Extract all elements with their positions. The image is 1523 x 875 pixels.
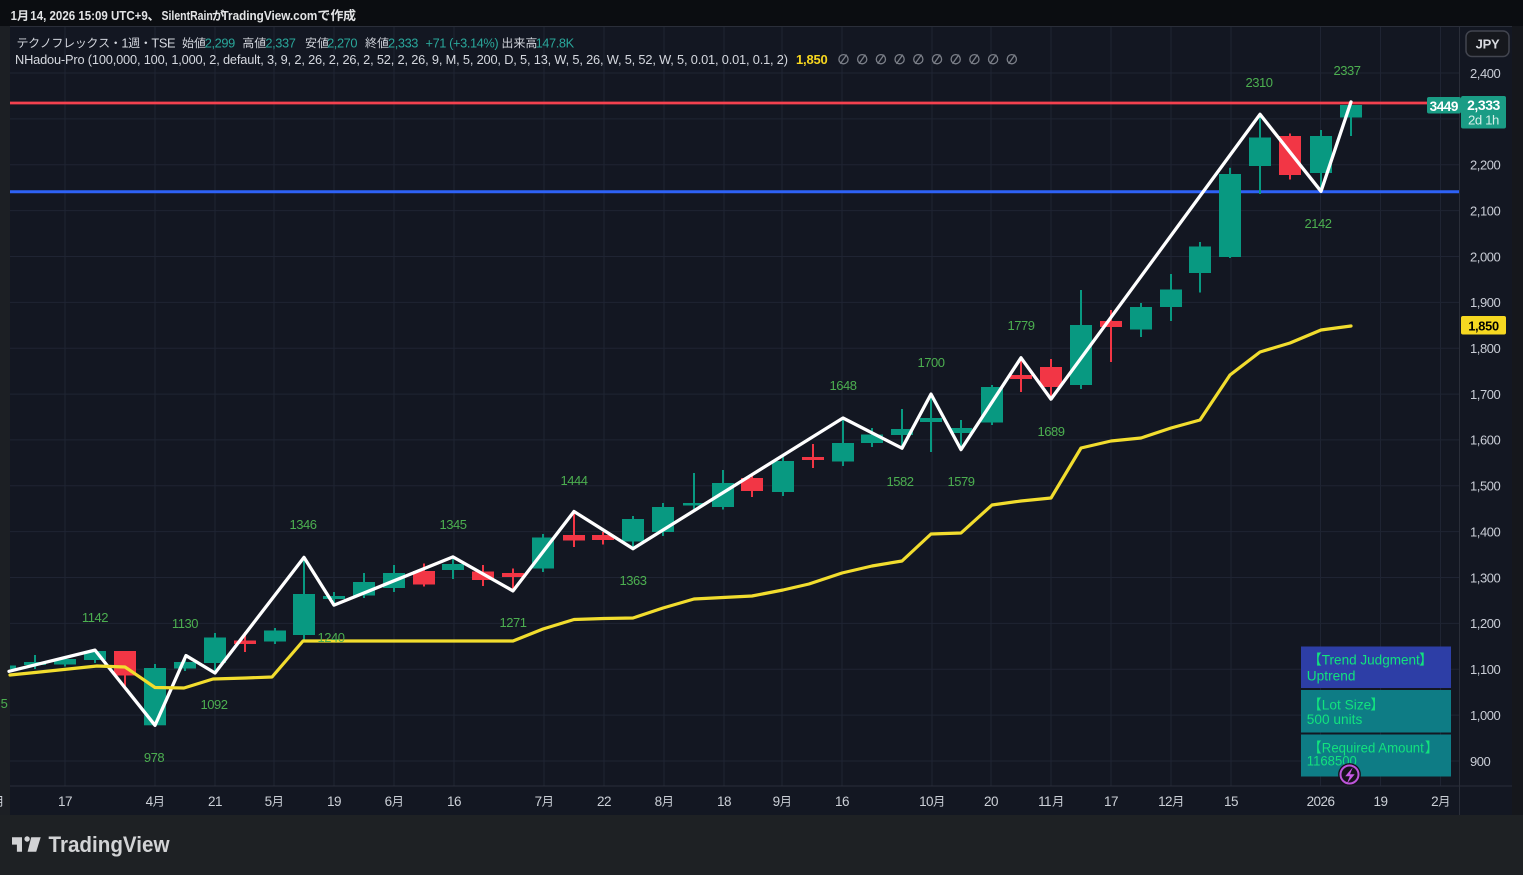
svg-text:1,300: 1,300 xyxy=(1470,570,1501,585)
svg-text:Trend Judgment: Trend Judgment xyxy=(1322,651,1420,667)
svg-text:19: 19 xyxy=(327,794,341,809)
svg-text:TradingView.com: TradingView.com xyxy=(222,8,318,23)
svg-text:1363: 1363 xyxy=(619,573,646,588)
svg-text:2310: 2310 xyxy=(1245,75,1272,90)
svg-text:2,000: 2,000 xyxy=(1470,249,1501,264)
svg-text:Lot Size: Lot Size xyxy=(1322,696,1372,712)
svg-text:2,337: 2,337 xyxy=(265,35,295,50)
svg-text:1346: 1346 xyxy=(289,517,316,532)
svg-text:2,400: 2,400 xyxy=(1470,66,1501,81)
svg-text:5: 5 xyxy=(265,794,272,809)
svg-text:21: 21 xyxy=(208,794,222,809)
svg-text:JPY: JPY xyxy=(1476,37,1500,52)
svg-text:1648: 1648 xyxy=(829,378,856,393)
svg-text:1: 1 xyxy=(121,35,128,50)
svg-text:1142: 1142 xyxy=(82,610,108,625)
svg-text:147.8K: 147.8K xyxy=(536,35,575,50)
svg-text:1,500: 1,500 xyxy=(1470,479,1501,494)
svg-text:1,100: 1,100 xyxy=(1470,662,1501,677)
svg-text:500 units: 500 units xyxy=(1307,711,1363,727)
svg-text:TSE: TSE xyxy=(151,35,175,50)
svg-text:1345: 1345 xyxy=(439,517,466,532)
svg-text:12: 12 xyxy=(1158,794,1172,809)
svg-text:1,900: 1,900 xyxy=(1470,295,1501,310)
svg-text:1092: 1092 xyxy=(200,697,227,712)
svg-text:2,333: 2,333 xyxy=(1467,97,1500,113)
svg-text:16: 16 xyxy=(447,794,461,809)
svg-text:1700: 1700 xyxy=(917,355,944,370)
svg-text:+71 (+3.14%): +71 (+3.14%) xyxy=(426,35,499,50)
svg-text:1689: 1689 xyxy=(1037,424,1064,439)
svg-text:14, 2026 15:09 UTC+9: 14, 2026 15:09 UTC+9 xyxy=(30,8,148,23)
svg-text:978: 978 xyxy=(144,750,165,765)
svg-text:1,600: 1,600 xyxy=(1470,433,1501,448)
svg-text:18: 18 xyxy=(717,794,731,809)
svg-text:900: 900 xyxy=(1470,754,1491,769)
svg-text:2,100: 2,100 xyxy=(1470,203,1501,218)
svg-text:1,700: 1,700 xyxy=(1470,387,1501,402)
svg-text:2,200: 2,200 xyxy=(1470,158,1501,173)
svg-text:2: 2 xyxy=(1431,794,1438,809)
svg-text:1444: 1444 xyxy=(560,473,587,488)
svg-text:1582: 1582 xyxy=(886,474,913,489)
svg-text:1130: 1130 xyxy=(172,616,198,631)
svg-text:2142: 2142 xyxy=(1304,216,1331,231)
svg-text:22: 22 xyxy=(597,794,611,809)
svg-text:Required Amount: Required Amount xyxy=(1322,739,1424,755)
svg-text:1,200: 1,200 xyxy=(1470,616,1501,631)
svg-text:NHadou-Pro (100,000, 100, 1,00: NHadou-Pro (100,000, 100, 1,000, 2, defa… xyxy=(15,52,788,67)
svg-text:2,299: 2,299 xyxy=(205,35,235,50)
svg-text:1240: 1240 xyxy=(317,630,344,645)
svg-text:7: 7 xyxy=(535,794,542,809)
svg-text:1,800: 1,800 xyxy=(1470,341,1501,356)
svg-text:19: 19 xyxy=(1374,794,1388,809)
svg-text:9: 9 xyxy=(773,794,780,809)
svg-text:5: 5 xyxy=(1,696,8,711)
svg-text:20: 20 xyxy=(984,794,998,809)
svg-text:15: 15 xyxy=(1224,794,1238,809)
svg-text:3449: 3449 xyxy=(1430,99,1459,114)
svg-text:SilentRain: SilentRain xyxy=(162,8,213,23)
svg-text:1779: 1779 xyxy=(1007,318,1034,333)
svg-text:1,400: 1,400 xyxy=(1470,525,1501,540)
svg-text:2026: 2026 xyxy=(1307,794,1335,809)
svg-text:TradingView: TradingView xyxy=(49,832,170,857)
svg-text:10: 10 xyxy=(919,794,933,809)
svg-text:1: 1 xyxy=(11,8,17,23)
svg-text:6: 6 xyxy=(385,794,392,809)
svg-text:2,333: 2,333 xyxy=(388,35,418,50)
svg-text:8: 8 xyxy=(655,794,662,809)
svg-text:2d 1h: 2d 1h xyxy=(1468,112,1499,127)
svg-text:1,850: 1,850 xyxy=(1468,318,1499,333)
svg-text:11: 11 xyxy=(1038,794,1051,809)
svg-text:17: 17 xyxy=(1104,794,1118,809)
svg-text:17: 17 xyxy=(58,794,72,809)
svg-text:2,270: 2,270 xyxy=(327,35,357,50)
svg-text:1579: 1579 xyxy=(947,474,974,489)
svg-text:4: 4 xyxy=(146,794,154,809)
svg-text:Uptrend: Uptrend xyxy=(1307,667,1356,683)
svg-text:16: 16 xyxy=(835,794,849,809)
svg-text:2337: 2337 xyxy=(1333,63,1360,78)
svg-text:1,000: 1,000 xyxy=(1470,708,1501,723)
svg-text:1271: 1271 xyxy=(499,615,526,630)
svg-text:1,850: 1,850 xyxy=(796,52,828,67)
